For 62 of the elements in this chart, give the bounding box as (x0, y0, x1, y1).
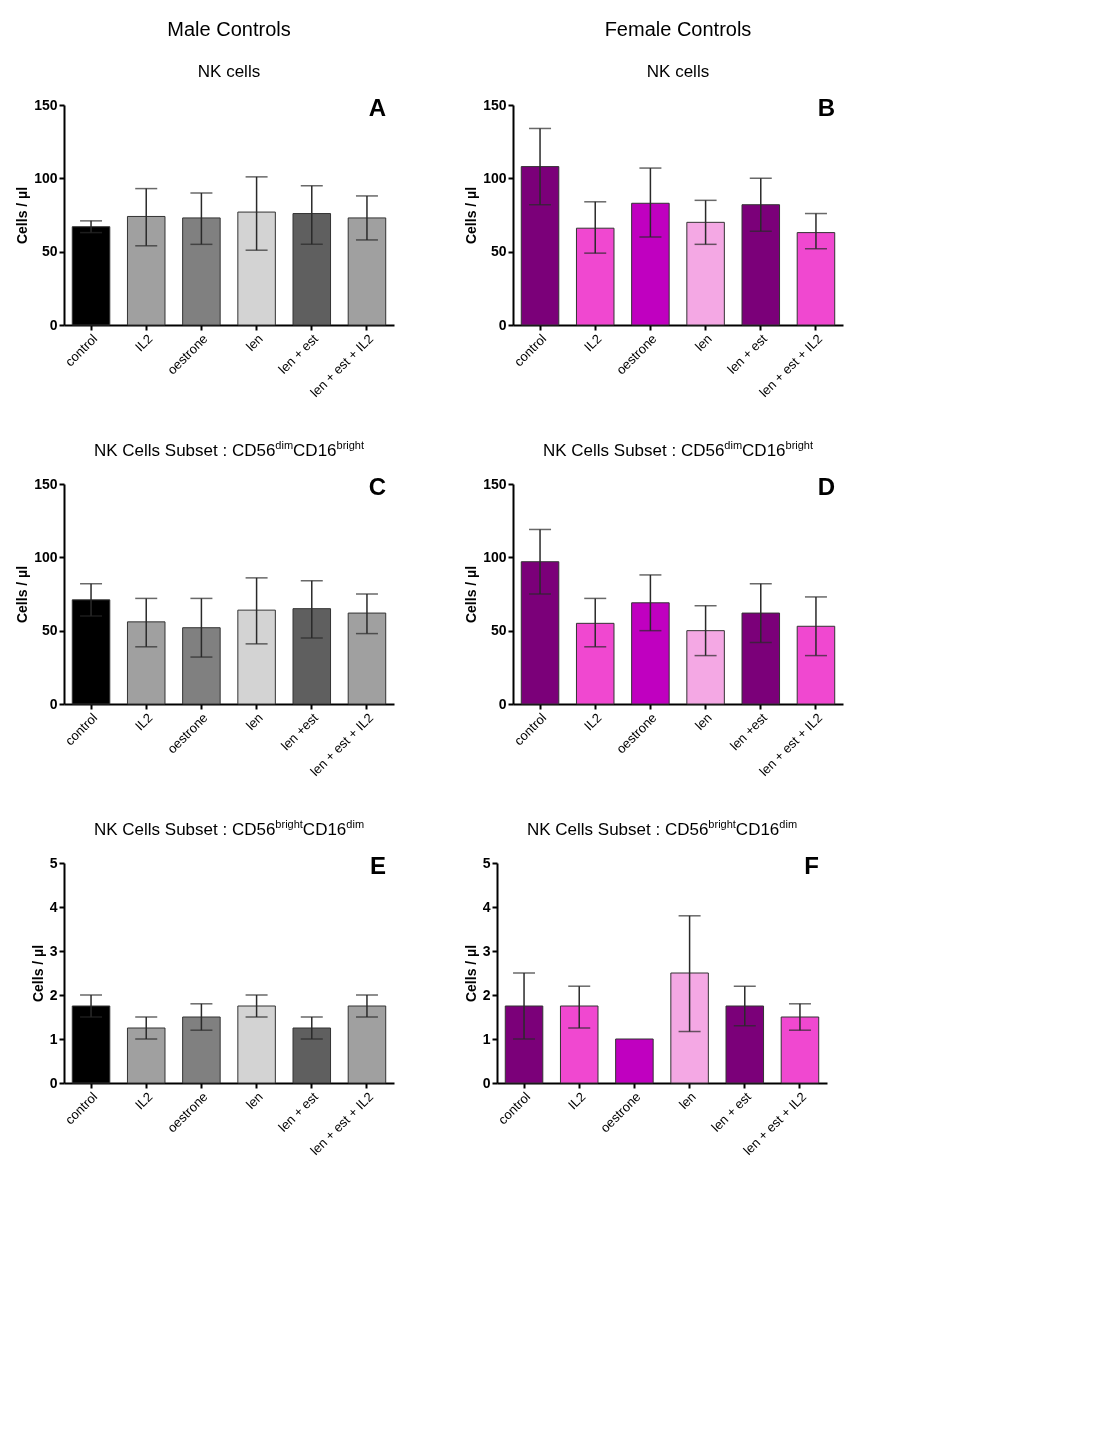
y-tick-label: 1 (49, 1030, 58, 1047)
y-tick-label: 50 (41, 243, 58, 260)
y-axis-title: Cells / µl (29, 944, 46, 1003)
y-tick-label: 0 (498, 695, 507, 712)
y-tick-label: 3 (482, 942, 491, 959)
y-tick-label: 50 (490, 622, 507, 639)
y-tick-label: 5 (49, 854, 58, 871)
y-tick-label: 100 (34, 169, 58, 186)
annotation: A (368, 94, 386, 121)
y-tick-label: 50 (41, 622, 58, 639)
x-tick-label: len + est (724, 330, 771, 377)
y-axis-title: Cells / µl (14, 186, 31, 245)
x-tick-label: len + est (708, 1088, 755, 1135)
y-tick-label: 0 (49, 316, 58, 333)
y-tick-label: 1 (482, 1030, 491, 1047)
text: Female Controls (604, 18, 752, 40)
x-tick-label: len +est (726, 709, 771, 754)
x-tick-label: len (242, 331, 266, 354)
y-tick-label: 50 (490, 243, 507, 260)
x-tick-label: IL2 (132, 1089, 156, 1113)
y-tick-label: 5 (482, 854, 491, 871)
y-tick-label: 2 (482, 986, 491, 1003)
annotation: D (817, 473, 835, 500)
y-tick-label: 100 (34, 548, 58, 565)
x-tick-label: len (242, 710, 266, 733)
text: Male Controls (167, 18, 291, 40)
y-tick-label: 150 (34, 96, 58, 113)
x-tick-label: IL2 (581, 710, 605, 734)
y-tick-label: 150 (34, 475, 58, 492)
y-tick-label: 0 (49, 1074, 58, 1091)
y-tick-label: 150 (483, 96, 507, 113)
x-tick-label: len + est (275, 330, 322, 377)
annotation: C (368, 473, 386, 500)
y-tick-label: 4 (49, 898, 58, 915)
chart-title: NK cells (646, 62, 710, 81)
y-axis-title: Cells / µl (14, 565, 31, 624)
x-tick-label: len (691, 710, 715, 733)
y-axis-title: Cells / µl (463, 186, 480, 245)
annotation: B (817, 94, 835, 121)
x-tick-label: IL2 (565, 1089, 589, 1113)
y-tick-label: 0 (498, 316, 507, 333)
annotation: E (369, 852, 386, 879)
x-tick-label: len (675, 1089, 699, 1112)
y-tick-label: 4 (482, 898, 491, 915)
chart-title: NK cells (197, 62, 261, 81)
annotation: F (804, 852, 819, 879)
y-tick-label: 100 (483, 169, 507, 186)
x-tick-label: len (691, 331, 715, 354)
x-tick-label: IL2 (132, 710, 156, 734)
y-tick-label: 3 (49, 942, 58, 959)
y-tick-label: 150 (483, 475, 507, 492)
x-tick-label: len +est (277, 709, 322, 754)
y-axis-title: Cells / µl (463, 565, 480, 624)
x-tick-label: IL2 (132, 331, 156, 355)
y-tick-label: 100 (483, 548, 507, 565)
y-tick-label: 0 (482, 1074, 491, 1091)
y-axis-title: Cells / µl (462, 944, 479, 1003)
y-tick-label: 2 (49, 986, 58, 1003)
x-tick-label: len + est (275, 1088, 322, 1135)
y-tick-label: 0 (49, 695, 58, 712)
x-tick-label: len (242, 1089, 266, 1112)
x-tick-label: IL2 (581, 331, 605, 355)
